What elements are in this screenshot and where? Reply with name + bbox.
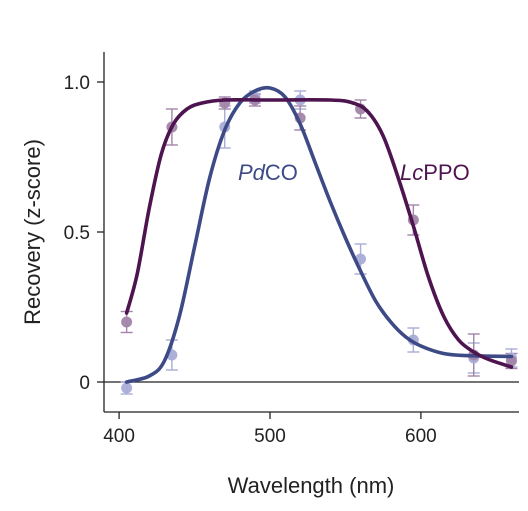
y-tick-label: 1.0	[64, 73, 90, 94]
fit-curves	[124, 85, 514, 384]
lcppo-fit-curve	[124, 97, 514, 369]
y-tick-label: 0.5	[64, 223, 90, 244]
series-label-lcppo-italic: Lc	[400, 160, 423, 185]
series-label-lcppo-rest: PPO	[423, 160, 469, 185]
pdco-data-point	[121, 382, 133, 394]
lcppo-data-point	[121, 316, 133, 328]
series-label-lcppo: LcPPO	[400, 160, 470, 185]
data-points	[121, 91, 517, 394]
pdco-fit-curve	[124, 85, 514, 384]
x-tick-label: 600	[405, 426, 437, 447]
error-bars	[120, 90, 518, 395]
y-tick-label: 0	[79, 373, 90, 394]
x-tick-label: 500	[254, 426, 286, 447]
x-tick-label: 400	[103, 426, 135, 447]
series-label-pdco: PdCO	[238, 160, 298, 185]
x-axis-title: Wavelength (nm)	[228, 473, 395, 498]
axis-ticks: 400 500 600 0 0.5 1.0	[64, 73, 437, 447]
series-label-pdco-italic: Pd	[238, 160, 266, 185]
y-axis-title: Recovery (z-score)	[20, 139, 45, 325]
series-label-pdco-rest: CO	[265, 160, 298, 185]
